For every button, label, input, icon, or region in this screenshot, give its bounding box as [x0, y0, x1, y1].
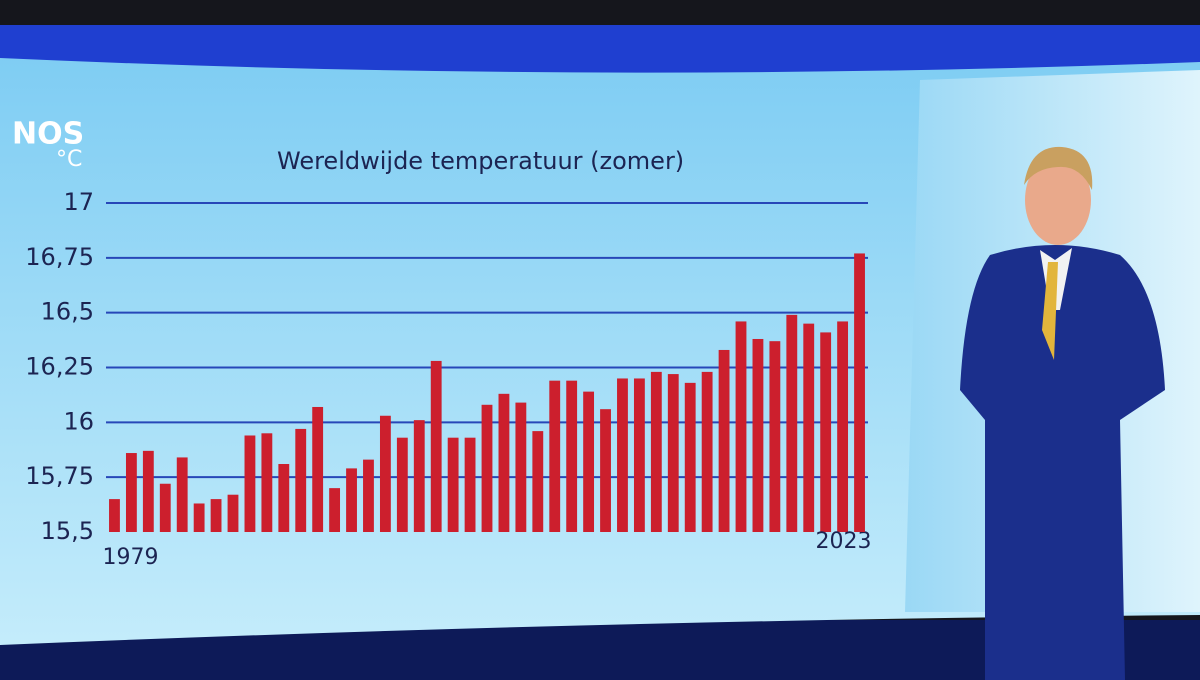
bar [413, 420, 425, 532]
bar [464, 437, 476, 532]
bar [769, 341, 781, 532]
bar [125, 453, 137, 532]
bar [244, 435, 256, 532]
y-tick-label: 16,75 [25, 243, 94, 271]
y-tick-label: 15,5 [41, 517, 94, 545]
bar [278, 464, 290, 532]
x-tick-label: 2023 [816, 529, 872, 554]
chart-title: Wereldwijde temperatuur (zomer) [277, 147, 684, 175]
bar [329, 488, 341, 532]
bar [854, 253, 865, 533]
bar [109, 499, 120, 532]
y-tick-label: 16,25 [25, 353, 94, 381]
x-tick-label: 1979 [102, 545, 158, 570]
bar [498, 393, 510, 532]
bar [701, 371, 713, 532]
y-tick-label: 17 [63, 188, 94, 216]
y-tick-label: 16,5 [41, 298, 94, 326]
bar [583, 391, 595, 532]
bar [820, 332, 832, 532]
bar [837, 321, 849, 532]
bar [142, 450, 154, 532]
bar [159, 483, 171, 532]
bar [566, 380, 578, 532]
bar [667, 374, 679, 532]
bar [295, 428, 307, 532]
bar [379, 415, 391, 532]
bar [735, 321, 747, 532]
bar [346, 468, 357, 532]
bar [684, 382, 696, 532]
bar [312, 406, 324, 532]
bar [193, 503, 205, 532]
bar [447, 437, 459, 532]
logo-unit: °C [56, 147, 82, 172]
bar [396, 437, 408, 532]
bar [532, 431, 544, 532]
presenter [960, 146, 1165, 680]
bar [617, 378, 628, 532]
bar [600, 409, 611, 532]
bar [549, 380, 561, 532]
bar [633, 378, 645, 532]
bar [176, 457, 188, 532]
bar [515, 402, 527, 532]
bar [718, 349, 730, 532]
bar [430, 360, 442, 532]
logo: NOS [12, 117, 84, 152]
bar [210, 499, 222, 532]
y-tick-label: 16 [63, 407, 94, 435]
y-tick-label: 15,75 [25, 462, 94, 490]
bar [261, 433, 273, 532]
bar [650, 371, 662, 532]
bar [227, 494, 239, 532]
bar [786, 314, 798, 532]
bar [481, 404, 493, 532]
bar [803, 323, 815, 532]
bar [363, 459, 374, 532]
bar [752, 338, 764, 532]
